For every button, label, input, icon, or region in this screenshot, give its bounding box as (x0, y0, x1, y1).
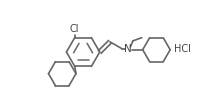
Text: HCl: HCl (174, 44, 191, 54)
Text: N: N (124, 44, 132, 54)
Text: Cl: Cl (69, 24, 79, 34)
